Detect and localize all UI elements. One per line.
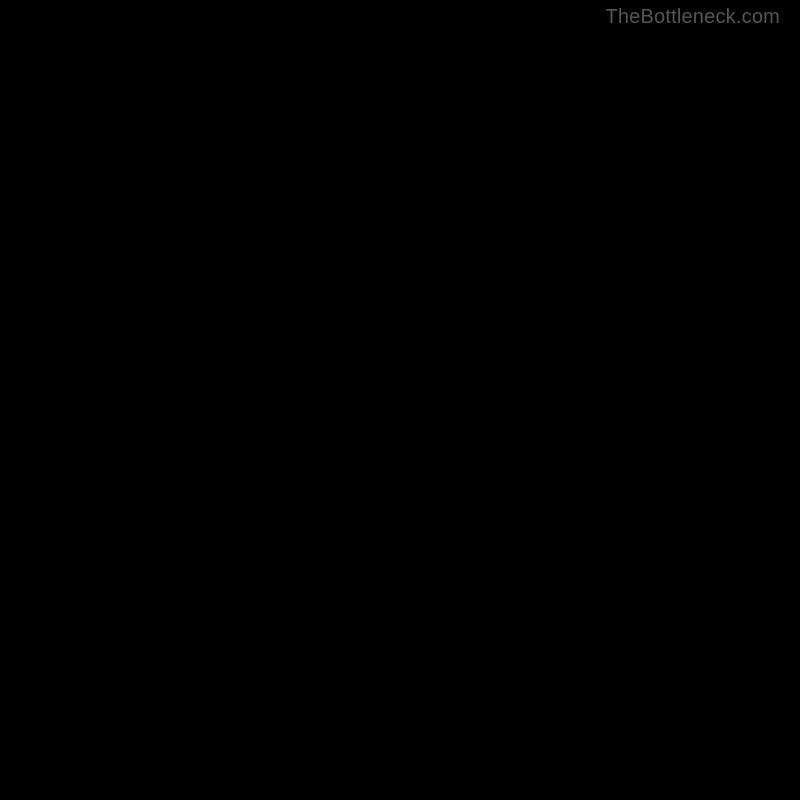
chart-container: TheBottleneck.com	[0, 0, 800, 800]
bottleneck-heatmap-canvas	[0, 0, 800, 800]
watermark-text: TheBottleneck.com	[605, 6, 780, 29]
